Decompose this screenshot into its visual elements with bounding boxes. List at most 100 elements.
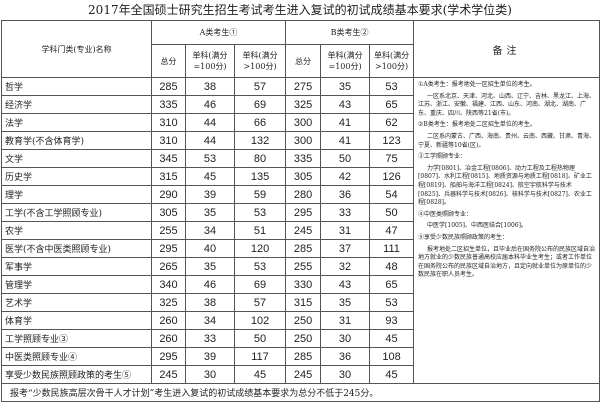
score-cell: 325 (151, 293, 186, 312)
score-cell: 48 (369, 257, 415, 276)
score-cell: 34 (185, 311, 235, 330)
score-cell: 135 (233, 167, 287, 186)
score-cell: 75 (369, 149, 415, 168)
score-cell: 132 (233, 131, 287, 150)
score-cell: 33 (185, 329, 235, 348)
header-cell: 总分 (151, 44, 186, 78)
score-cell: 43 (320, 95, 371, 114)
score-cell: 38 (185, 293, 235, 312)
header-cell: B类考生② (285, 20, 415, 45)
score-cell: 80 (233, 149, 287, 168)
score-cell: 335 (285, 149, 322, 168)
score-cell: 245 (285, 365, 322, 384)
score-cell: 37 (320, 239, 371, 258)
score-cell: 53 (233, 257, 287, 276)
table-row: 艺术学 325 38 57 315 35 53 (1, 293, 600, 312)
table-row: 工学照顾专业③ 260 33 50 250 30 45 (1, 329, 600, 348)
notes-cell: ①A类考生：报考地处一区招生单位的考生。一区系北京、天津、河北、山西、辽宁、吉林… (413, 77, 600, 384)
score-cell: 46 (185, 275, 235, 294)
score-cell: 32 (320, 257, 371, 276)
score-cell: 290 (151, 185, 186, 204)
score-cell: 30 (320, 365, 371, 384)
score-cell: 102 (233, 311, 287, 330)
score-cell: 250 (285, 329, 322, 348)
header-cell: 备注 (413, 20, 600, 78)
score-table: 学科门类(专业)名称 A类考生① B类考生② 备注 总分 单科(满分=100分)… (0, 20, 600, 402)
note: 力学[0801]、冶金工程[0806]、动力工程及工程热物理[0807]、水利工… (418, 164, 592, 207)
score-cell: 330 (285, 275, 322, 294)
score-cell: 245 (151, 365, 186, 384)
score-cell: 50 (369, 203, 415, 222)
score-cell: 335 (151, 95, 186, 114)
score-cell: 35 (185, 257, 235, 276)
subject-name: 中医类照顾专业④ (1, 347, 152, 366)
score-cell: 50 (320, 149, 371, 168)
note: 一区系北京、天津、河北、山西、辽宁、吉林、黑龙江、上海、江苏、浙江、安徽、福建、… (418, 92, 596, 117)
score-cell: 65 (369, 275, 415, 294)
footer-note: 报考“少数民族高层次骨干人才计划”考生进入复试的初试成绩基本要求为总分不低于24… (0, 383, 600, 402)
score-cell: 30 (185, 365, 235, 384)
note: ④中医类照顾专业： (418, 210, 473, 218)
score-cell: 39 (185, 347, 235, 366)
table-row: 工学(不含工学照顾专业) 305 35 53 295 33 50 (1, 203, 600, 222)
score-cell: 305 (285, 167, 322, 186)
score-cell: 39 (185, 185, 235, 204)
score-cell: 57 (233, 77, 287, 96)
note: ①A类考生：报考地处一区招生单位的考生。 (418, 81, 536, 88)
score-cell: 120 (233, 239, 287, 258)
score-cell: 260 (151, 311, 186, 330)
subject-name: 教育学(不含体育学) (1, 131, 152, 150)
score-cell: 123 (369, 131, 415, 150)
score-cell: 345 (151, 149, 186, 168)
score-cell: 295 (151, 239, 186, 258)
score-cell: 34 (185, 221, 235, 240)
subject-name: 理学 (1, 185, 152, 204)
subject-name: 工学(不含工学照顾专业) (1, 203, 152, 222)
score-cell: 315 (151, 167, 186, 186)
score-cell: 65 (369, 95, 415, 114)
table-body: 哲学 285 38 57 275 35 53 ①A类考生：报考地处一区招生单位的考生。 一区系北… (1, 77, 600, 384)
score-cell: 300 (285, 113, 322, 132)
score-cell: 275 (285, 77, 322, 96)
score-cell: 66 (233, 113, 287, 132)
subject-name: 艺术学 (1, 293, 152, 312)
score-cell: 31 (320, 221, 371, 240)
header-cell: 学科门类(专业)名称 (1, 20, 152, 78)
subject-name: 工学照顾专业③ (1, 329, 152, 348)
subject-name: 体育学 (1, 311, 152, 330)
note: 报考地处二区招生单位，且毕业后在国务院公布的民族区域自治地方就业的少数民族普通高… (418, 245, 596, 279)
subject-name: 经济学 (1, 95, 152, 114)
score-cell: 295 (151, 347, 186, 366)
table-row: 享受少数民族照顾政策的考生⑤ 245 30 45 245 30 45 (1, 365, 600, 384)
score-cell: 50 (233, 329, 287, 348)
score-cell: 255 (151, 221, 186, 240)
subject-name: 哲学 (1, 77, 152, 96)
header-cell: A类考生① (150, 20, 287, 45)
subject-name: 农学 (1, 221, 152, 240)
score-cell: 54 (369, 185, 415, 204)
score-cell: 300 (285, 131, 322, 150)
score-cell: 41 (320, 113, 371, 132)
score-cell: 53 (233, 203, 287, 222)
table-row: 中医类照顾专业④ 295 39 117 285 36 108 (1, 347, 600, 366)
score-cell: 44 (185, 131, 235, 150)
score-cell: 33 (320, 203, 371, 222)
score-cell: 340 (151, 275, 186, 294)
score-cell: 47 (369, 221, 415, 240)
score-cell: 30 (320, 329, 371, 348)
score-cell: 53 (369, 293, 415, 312)
subject-name: 享受少数民族照顾政策的考生⑤ (1, 365, 152, 384)
score-cell: 117 (233, 347, 287, 366)
score-cell: 31 (320, 311, 371, 330)
header-cell: 总分 (285, 44, 322, 78)
score-cell: 250 (285, 311, 322, 330)
score-cell: 69 (233, 275, 287, 294)
score-cell: 108 (369, 347, 415, 366)
score-cell: 57 (233, 293, 287, 312)
note: ③工学照顾专业： (418, 153, 467, 161)
score-cell: 35 (320, 293, 371, 312)
table-row: 教育学(不含体育学) 310 44 132 300 41 123 (1, 131, 600, 150)
score-cell: 35 (185, 203, 235, 222)
subject-name: 医学(不含中医类照顾专业) (1, 239, 152, 258)
